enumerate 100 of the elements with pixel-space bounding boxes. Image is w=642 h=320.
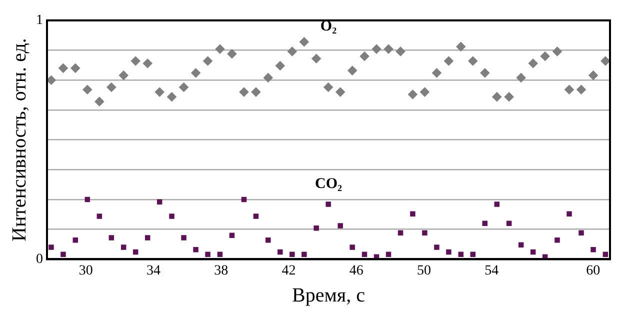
point (348, 66, 358, 76)
point (384, 44, 394, 54)
point (492, 92, 502, 102)
point (108, 235, 114, 240)
point (338, 223, 343, 228)
point (266, 237, 271, 243)
point (362, 252, 368, 258)
point (446, 249, 452, 255)
point (203, 56, 212, 66)
point (564, 84, 574, 94)
x-tick-label: 54 (484, 263, 499, 278)
point (154, 87, 164, 97)
point (396, 46, 406, 56)
point (518, 242, 524, 248)
x-axis-title: Время, с (292, 284, 366, 306)
point (239, 87, 249, 97)
point (275, 61, 285, 70)
point (253, 214, 259, 219)
series-label: CO₂ (315, 176, 342, 192)
point (278, 249, 283, 255)
point (434, 244, 440, 250)
point (566, 211, 572, 216)
point (326, 202, 331, 207)
point (302, 252, 307, 258)
point (144, 235, 150, 240)
point (312, 54, 322, 64)
point (468, 56, 478, 66)
point (590, 247, 596, 252)
point (72, 237, 78, 243)
point (287, 46, 297, 56)
point (504, 92, 514, 102)
point (398, 230, 404, 236)
point (179, 82, 188, 92)
point (169, 214, 174, 219)
point (482, 220, 488, 226)
point (120, 244, 126, 250)
y-tick-label: 1 (36, 13, 43, 28)
point (506, 220, 512, 226)
point (47, 75, 56, 85)
point (227, 49, 237, 59)
point (336, 87, 346, 97)
point (118, 70, 128, 80)
point (106, 82, 116, 92)
point (142, 58, 152, 68)
point (48, 244, 54, 250)
x-tick-label: 34 (146, 263, 161, 278)
point (191, 68, 200, 78)
point (420, 87, 430, 97)
series-label: O₂ (320, 18, 338, 34)
point (350, 244, 355, 250)
point (290, 252, 295, 258)
point (554, 237, 560, 243)
point (540, 52, 550, 61)
point (444, 56, 454, 66)
point (578, 230, 584, 236)
point (130, 56, 140, 66)
point (552, 46, 562, 56)
point (528, 58, 538, 68)
point (494, 202, 500, 207)
y-tick-label: 0 (36, 252, 43, 267)
point (530, 249, 536, 255)
point (600, 56, 610, 66)
point (215, 44, 225, 54)
point (82, 84, 92, 94)
point (58, 63, 68, 73)
point (456, 42, 466, 52)
x-tick-label: 50 (417, 263, 432, 278)
point (458, 252, 464, 258)
point (470, 252, 476, 258)
point (576, 84, 586, 94)
point (193, 247, 198, 252)
point (263, 73, 273, 82)
point (132, 249, 138, 255)
point (588, 70, 598, 80)
x-tick-label: 38 (214, 263, 228, 278)
point (229, 232, 235, 238)
point (156, 199, 162, 205)
point (360, 52, 370, 61)
point (96, 214, 102, 219)
point (410, 211, 416, 216)
point (516, 73, 526, 82)
point (299, 37, 309, 47)
point (181, 235, 186, 240)
point (324, 82, 334, 92)
point (372, 44, 382, 54)
point (167, 92, 176, 102)
point (422, 230, 428, 236)
point (251, 87, 261, 97)
point (408, 90, 418, 100)
y-axis-title: Интенсивность, отн. ед. (8, 38, 30, 242)
point (241, 196, 247, 202)
x-tick-label: 60 (586, 263, 600, 278)
point (314, 226, 319, 231)
point (480, 68, 490, 78)
point (70, 63, 80, 73)
point (217, 252, 223, 258)
x-tick-label: 46 (349, 263, 364, 278)
point (432, 68, 442, 78)
x-tick-label: 30 (78, 263, 93, 278)
point (94, 96, 104, 106)
